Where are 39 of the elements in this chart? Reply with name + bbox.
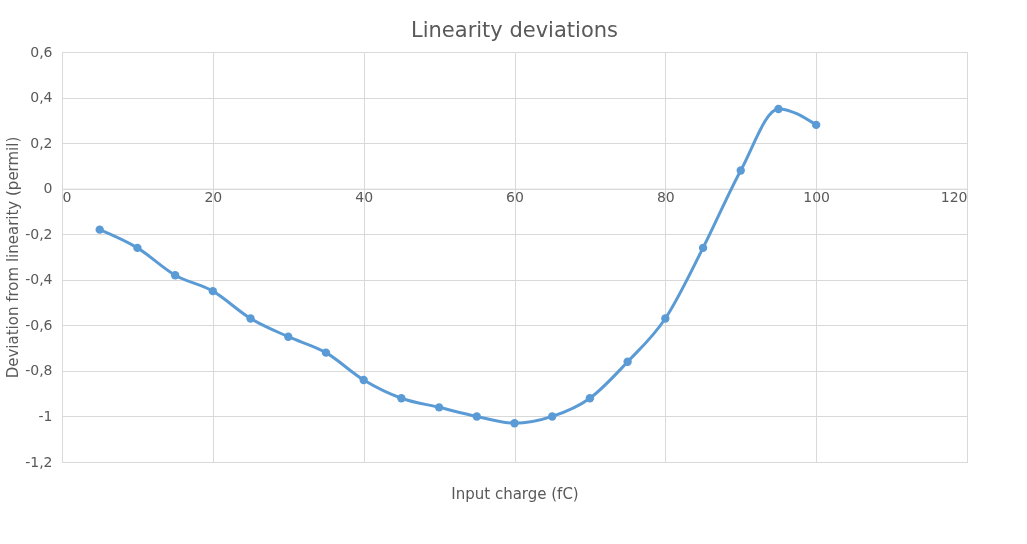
chart-title: Linearity deviations: [411, 18, 618, 42]
point: [246, 314, 255, 323]
point: [133, 243, 142, 253]
point: [774, 104, 783, 114]
point: [321, 348, 331, 357]
y-tick-label: 0,2: [30, 134, 53, 151]
y-tick-label: -1,2: [25, 453, 53, 470]
point: [472, 412, 481, 421]
point: [359, 375, 368, 385]
y-tick-label: -1: [38, 407, 53, 424]
x-tick-label: 0: [62, 189, 72, 206]
point: [698, 243, 708, 253]
y-tick-label: 0,6: [30, 43, 53, 60]
point: [397, 394, 406, 403]
point: [661, 314, 670, 323]
x-tick-label: 60: [506, 189, 524, 206]
x-tick-label: 40: [355, 189, 374, 206]
x-tick-label: 120: [940, 189, 968, 206]
point: [811, 120, 821, 130]
y-tick-label: -0,8: [25, 362, 53, 379]
y-tick-label: -0,6: [25, 316, 53, 333]
point: [548, 412, 557, 421]
point: [510, 419, 519, 428]
y-tick-label: 0,4: [30, 89, 53, 106]
point: [585, 394, 595, 403]
y-tick-label: -0,2: [25, 225, 53, 242]
point: [170, 271, 180, 280]
y-tick-label: -0,4: [25, 271, 53, 288]
x-tick-label: 80: [656, 189, 675, 206]
point: [736, 166, 745, 175]
x-tick-label: 20: [204, 189, 223, 206]
point: [284, 332, 293, 341]
point: [208, 286, 218, 296]
y-axis-title: Deviation from linearity (permil): [4, 136, 23, 379]
point: [434, 403, 444, 412]
point: [623, 357, 632, 366]
x-tick-label: 100: [803, 189, 831, 206]
point: [95, 225, 104, 234]
x-axis-title: Input charge (fC): [451, 484, 579, 503]
